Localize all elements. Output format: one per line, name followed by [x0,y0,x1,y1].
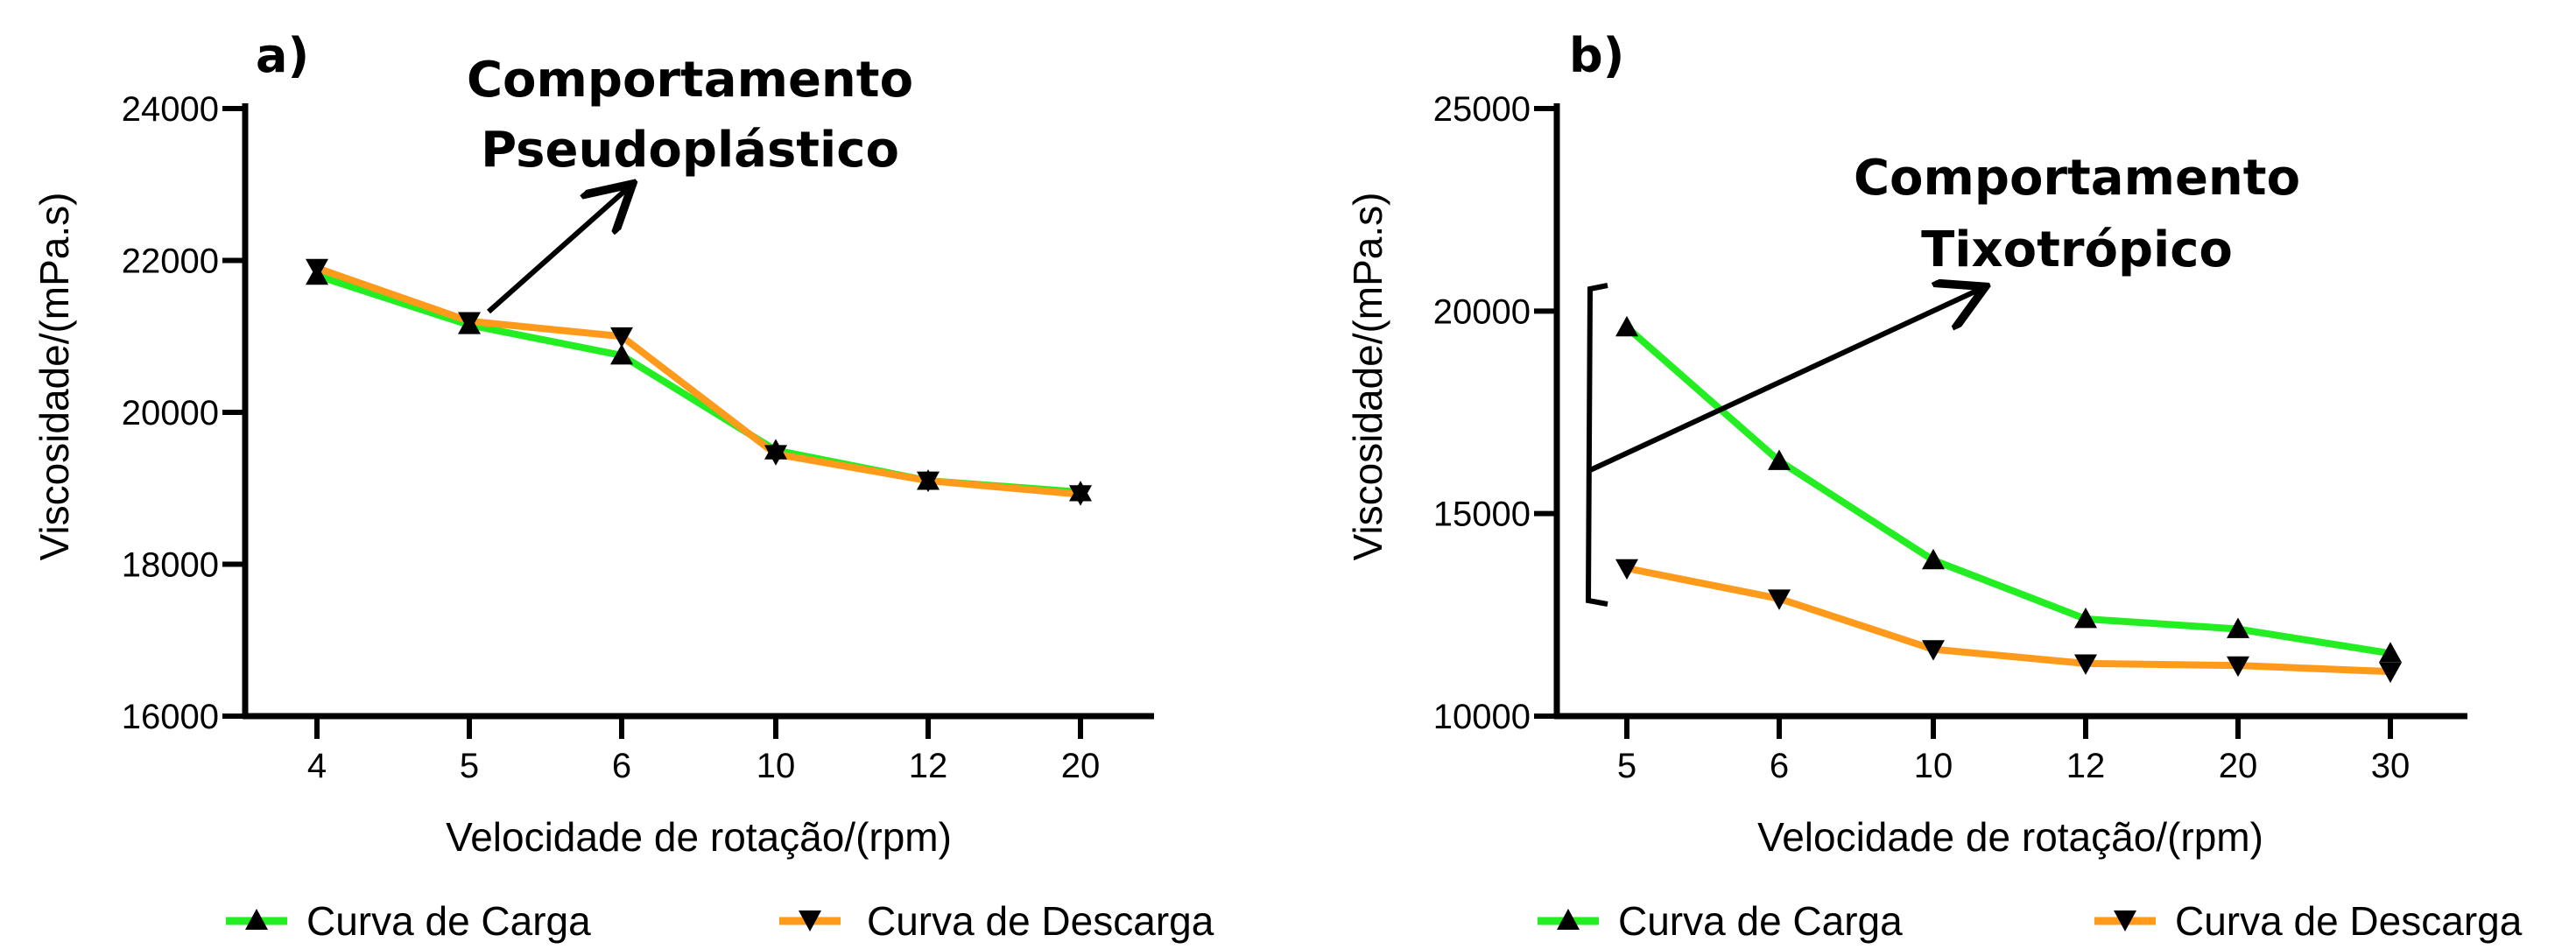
panel-b-x-tick-label: 10 [1914,747,1953,785]
panel-b-x-tick-label: 12 [2066,747,2106,785]
panel-a-series-descarga-point [1069,485,1092,506]
panel-b-x-tick-label: 5 [1617,747,1636,785]
legend-b-carga: Curva de Carga [1538,898,1903,944]
panel-b-legend: Curva de Carga Curva de Descarga [1538,898,2523,944]
panel-b-y-tick-label: 10000 [1433,698,1531,736]
panel-b-plot: 10000 15000 20000 25000 5 6 10 12 20 30 [1433,90,2467,785]
panel-a-series-carga-point [610,343,633,365]
panel-a-y-tick-label: 20000 [122,394,219,432]
legend-b-carga-label: Curva de Carga [1618,898,1903,944]
chart-panel-b: b) Viscosidade/(mPa.s) Velocidade de rot… [1345,28,2523,944]
legend-a-carga-label: Curva de Carga [306,898,591,944]
panel-b-series-descarga-point [1922,640,1945,661]
panel-a-series-descarga-line [315,264,1081,498]
panel-b-x-tick-label: 6 [1770,747,1789,785]
panel-a-x-tick-label: 20 [1061,747,1101,785]
panel-a-y-tick-label: 16000 [122,698,219,736]
panel-b-series-descarga-point [2074,654,2097,675]
panel-a-x-tick-label: 6 [612,747,631,785]
panel-b-series-carga-point [2074,607,2097,629]
panel-b-bracket [1585,283,1608,607]
panel-a-x-tick-label: 12 [909,747,948,785]
panel-b-series-carga-point [2379,642,2402,663]
panel-a-y-tick-label: 22000 [122,243,219,281]
panel-b-annotation: Comportamento Tixotrópico [1585,150,2300,607]
legend-a-carga: Curva de Carga [226,898,591,944]
panel-a-ylabel: Viscosidade/(mPa.s) [32,193,77,561]
panel-a-x-tick-label: 5 [460,747,479,785]
legend-b-descarga-marker [2114,910,2136,931]
panel-a-x-tick-label: 10 [757,747,796,785]
legend-b-carga-marker [1557,909,1580,930]
legend-a-descarga-marker [799,910,821,931]
legend-a-descarga: Curva de Descarga [779,898,1214,944]
panel-b-label: b) [1569,28,1624,83]
panel-a-legend: Curva de Carga Curva de Descarga [226,898,1214,944]
chart-panel-a: a) Viscosidade/(mPa.s) Velocidade de rot… [32,28,1214,944]
panel-a-annotation: Comportamento Pseudoplástico [467,52,913,314]
legend-a-descarga-label: Curva de Descarga [867,898,1214,944]
panel-b-series-carga-line [1624,324,2391,657]
legend-b-descarga-label: Curva de Descarga [2175,898,2523,944]
panel-b-series-descarga-point [2227,656,2249,678]
panel-b-x-tick-label: 20 [2219,747,2258,785]
panel-b-annotation-arrow [1587,289,1981,474]
legend-a-carga-marker [245,909,268,930]
panel-b-series-carga-point [1615,315,1638,337]
legend-b-descarga: Curva de Descarga [2094,898,2523,944]
panel-b-x-tick-label: 30 [2371,747,2411,785]
panel-b-xlabel: Velocidade de rotação/(rpm) [1757,814,2263,860]
panel-b-series-carga-point [2227,617,2249,638]
panel-a-series-descarga-point [764,445,787,466]
panel-b-series-descarga-point [2379,662,2402,684]
panel-b-series-carga-point [1768,449,1791,470]
panel-b-y-tick-label: 25000 [1433,90,1531,129]
panel-a-series-descarga-point [917,471,940,493]
panel-a-series-descarga-point [306,258,328,280]
panel-b-ylabel: Viscosidade/(mPa.s) [1345,193,1390,561]
panel-a-y-tick-label: 18000 [122,546,219,585]
panel-b-series-descarga-line [1626,565,2391,676]
panel-a-series-descarga-point [610,327,633,348]
panel-a-annotation-arrow [487,187,629,314]
panel-b-annotation-line1: Comportamento [1854,150,2300,207]
panel-a-plot: 16000 18000 20000 22000 24000 4 5 6 10 12 20 [122,90,1154,785]
panel-a-series-descarga-point [458,312,481,333]
panel-a-label: a) [256,28,309,83]
panel-b-series-descarga-point [1615,559,1638,580]
panel-b-series-descarga-point [1768,589,1791,610]
panel-b-series-carga-point [1922,548,1945,570]
panel-a-xlabel: Velocidade de rotação/(rpm) [446,814,952,860]
panel-b-annotation-line2: Tixotrópico [1921,221,2233,278]
panel-a-annotation-line2: Pseudoplástico [481,122,899,179]
panel-b-y-tick-label: 15000 [1433,496,1531,534]
panel-b-y-tick-label: 20000 [1433,292,1531,331]
panel-a-x-tick-label: 4 [307,747,327,785]
panel-a-y-tick-label: 24000 [122,90,219,129]
panel-a-annotation-line1: Comportamento [467,52,913,109]
